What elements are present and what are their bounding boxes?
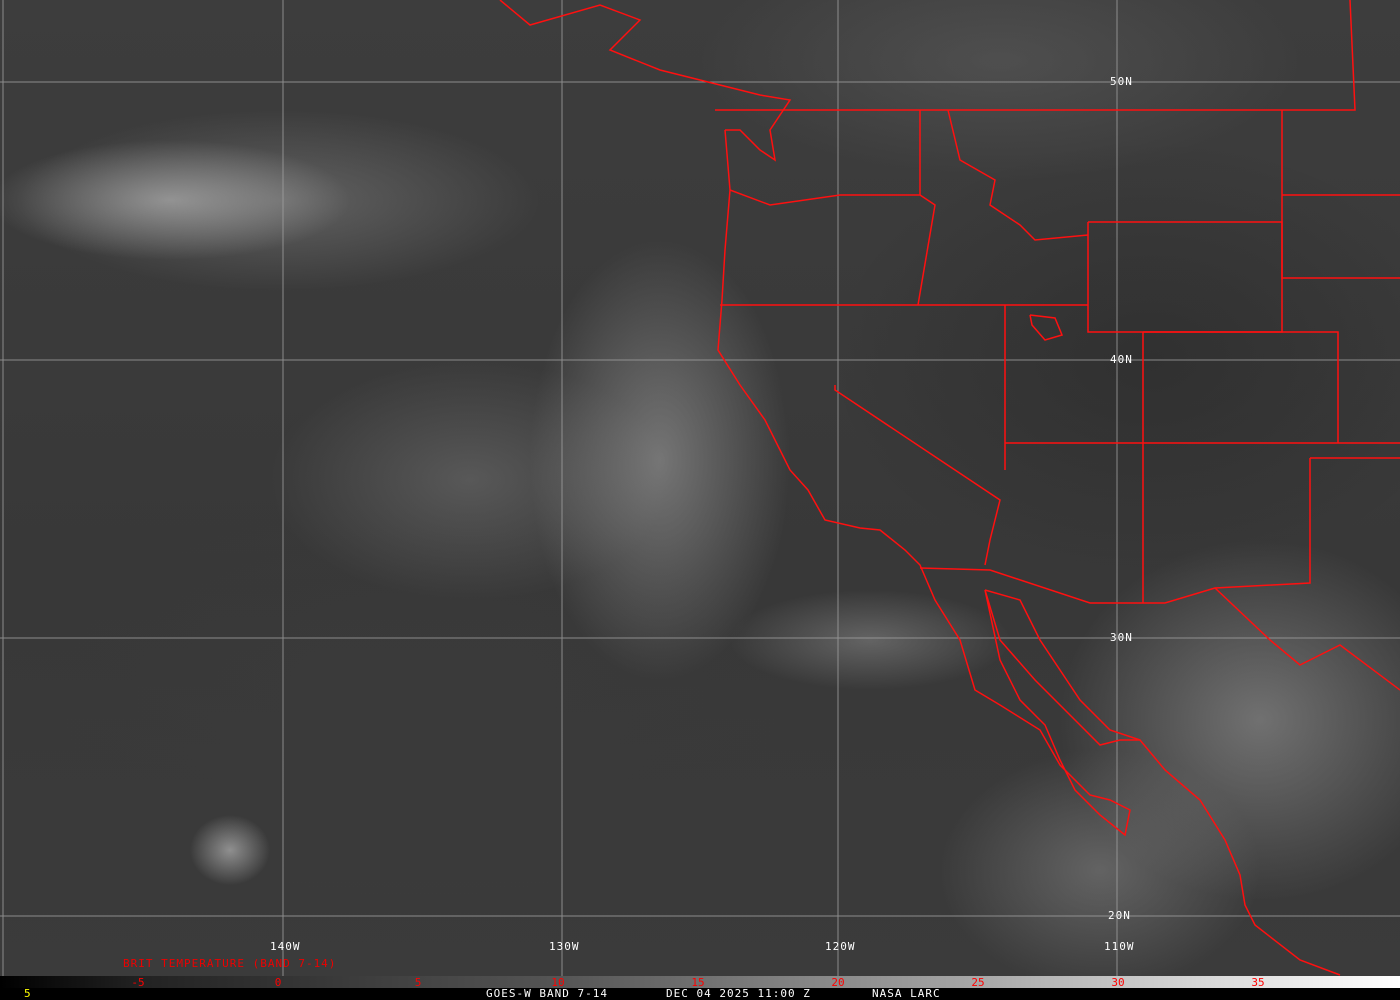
lat-label-30n: 30N <box>1110 631 1133 644</box>
lon-label-110w: 110W <box>1104 940 1135 953</box>
colorbar-tick: 30 <box>1111 976 1125 989</box>
border-id-mt <box>947 109 1089 241</box>
colorbar-tick: 10 <box>551 976 565 989</box>
border-canada-us <box>715 0 1356 111</box>
coastline-west <box>717 129 1341 976</box>
datetime: DEC 04 2025 11:00 Z <box>666 987 811 1000</box>
colorbar-tick: 35 <box>1251 976 1265 989</box>
great-salt-lake <box>1029 314 1064 341</box>
border-wa-or <box>729 189 936 306</box>
colorbar-tick: 15 <box>691 976 705 989</box>
border-us-mexico <box>919 567 1400 691</box>
border-ca-nv <box>834 385 1001 566</box>
lat-label-50n: 50N <box>1110 75 1133 88</box>
temperature-colorbar <box>0 976 1400 988</box>
lat-label-20n: 20N <box>1108 909 1131 922</box>
map-overlay <box>0 0 1400 976</box>
colorbar-tick: 20 <box>831 976 845 989</box>
border-nm-east <box>1214 458 1311 589</box>
data-source: NASA LARC <box>872 987 941 1000</box>
frame-number: 5 <box>24 987 32 1000</box>
product-label: BRIT TEMPERATURE (BAND 7-14) <box>123 957 337 970</box>
lat-lon-grid <box>0 0 1400 976</box>
colorbar-tick: -5 <box>131 976 145 989</box>
footer-bar <box>0 988 1400 1000</box>
border-mt-nd <box>1281 110 1400 279</box>
satellite-band: GOES-W BAND 7-14 <box>486 987 608 1000</box>
lon-label-120w: 120W <box>825 940 856 953</box>
satellite-imagery <box>0 0 1400 976</box>
colorbar-tick: 25 <box>971 976 985 989</box>
coastline-north <box>499 0 792 162</box>
border-baja-sonora <box>984 589 1141 741</box>
lon-label-140w: 140W <box>270 940 301 953</box>
border-co <box>1143 331 1339 443</box>
colorbar-tick: 0 <box>274 976 282 989</box>
political-boundaries <box>499 0 1400 976</box>
colorbar-tick: 5 <box>414 976 422 989</box>
lon-label-130w: 130W <box>549 940 580 953</box>
lat-label-40n: 40N <box>1110 353 1133 366</box>
